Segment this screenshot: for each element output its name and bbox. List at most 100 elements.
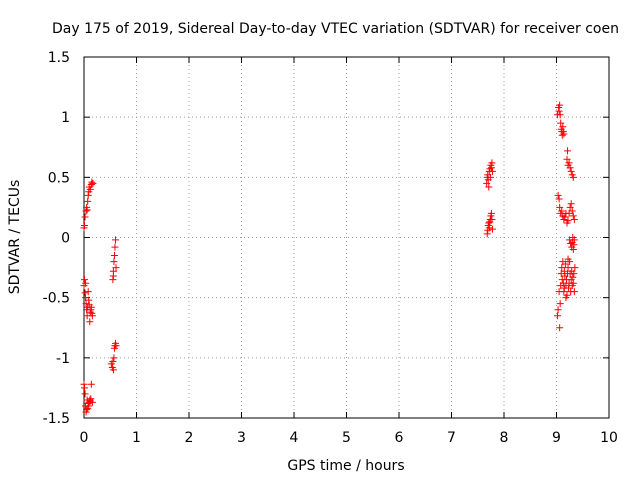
data-point: [567, 200, 575, 208]
grid-lines: [84, 57, 609, 418]
x-tick-label: 9: [552, 430, 561, 446]
data-point: [83, 406, 91, 414]
data-point: [81, 213, 89, 221]
data-point: [556, 300, 564, 308]
data-point: [562, 294, 570, 302]
data-point: [80, 380, 88, 388]
data-point: [561, 213, 569, 221]
data-point: [483, 230, 491, 238]
data-point: [84, 197, 92, 205]
x-tick-label: 0: [80, 430, 89, 446]
data-point: [488, 215, 496, 223]
data-point: [564, 147, 572, 155]
y-tick-label: 0: [61, 231, 70, 247]
data-point: [556, 324, 564, 332]
data-point: [81, 276, 89, 284]
data-point: [567, 167, 575, 175]
data-point: [569, 273, 577, 281]
data-point: [554, 191, 562, 199]
data-point: [84, 288, 92, 296]
chart-title: Day 175 of 2019, Sidereal Day-to-day VTE…: [52, 21, 619, 37]
data-point: [570, 215, 578, 223]
data-point: [86, 318, 94, 326]
data-point: [84, 191, 92, 199]
y-axis-label: SDTVAR / TECUs: [7, 180, 23, 295]
data-point: [566, 203, 574, 211]
data-point: [83, 206, 91, 214]
data-point: [570, 241, 578, 249]
x-tick-labels: 0 1 2 3 4 5 6 7 8 9 10: [80, 430, 618, 446]
data-point: [559, 123, 567, 131]
data-point: [566, 164, 574, 172]
data-point: [558, 264, 566, 272]
data-point: [87, 395, 95, 403]
y-tick-label: 1: [61, 110, 70, 126]
data-point: [485, 224, 493, 232]
data-point: [560, 288, 568, 296]
data-point: [568, 207, 576, 215]
x-tick-label: 5: [342, 430, 351, 446]
y-tick-label: -1.5: [43, 411, 70, 427]
data-series-sdtvar: [80, 101, 579, 416]
data-point: [557, 119, 565, 127]
data-point: [488, 159, 496, 167]
data-point: [487, 164, 495, 172]
data-point: [565, 159, 573, 167]
data-point: [109, 272, 117, 280]
data-point: [81, 221, 89, 229]
data-point: [556, 111, 564, 119]
y-tick-label: -1: [56, 351, 70, 367]
data-point: [561, 260, 569, 268]
data-point: [554, 306, 562, 314]
data-point: [555, 107, 563, 115]
x-tick-label: 10: [600, 430, 618, 446]
x-tick-label: 2: [185, 430, 194, 446]
data-point: [558, 207, 566, 215]
data-point: [564, 264, 572, 272]
data-point: [109, 357, 117, 365]
data-point: [488, 167, 496, 175]
data-point: [88, 178, 96, 186]
data-point: [87, 303, 95, 311]
y-tick-label: 0.5: [48, 170, 70, 186]
data-point: [485, 183, 493, 191]
x-tick-label: 6: [395, 430, 404, 446]
data-point: [85, 402, 93, 410]
data-point: [86, 185, 94, 193]
data-point: [88, 312, 96, 320]
data-point: [560, 130, 568, 138]
y-tick-label: -0.5: [43, 291, 70, 307]
data-point: [569, 212, 577, 220]
x-tick-label: 1: [132, 430, 141, 446]
axis-ticks: [83, 56, 610, 419]
data-point: [82, 207, 90, 215]
data-point: [483, 179, 491, 187]
data-point: [110, 258, 118, 266]
data-point: [88, 398, 96, 406]
data-point: [81, 384, 89, 392]
data-point: [558, 131, 566, 139]
data-point: [571, 264, 579, 272]
data-point: [567, 240, 575, 248]
data-point: [82, 279, 90, 287]
data-point: [87, 380, 95, 388]
data-point: [110, 252, 118, 260]
x-tick-label: 8: [500, 430, 509, 446]
data-point: [555, 195, 563, 203]
data-point: [554, 312, 562, 320]
x-tick-label: 7: [447, 430, 456, 446]
data-point: [563, 155, 571, 163]
y-tick-labels: -1.5 -1 -0.5 0 0.5 1 1.5: [43, 50, 70, 427]
x-axis-label: GPS time / hours: [287, 458, 404, 474]
data-point: [487, 209, 495, 217]
data-point: [570, 270, 578, 278]
x-tick-label: 3: [237, 430, 246, 446]
data-point: [569, 246, 577, 254]
data-point: [570, 236, 578, 244]
x-tick-label: 4: [290, 430, 299, 446]
data-point: [109, 276, 117, 284]
data-point: [112, 264, 120, 272]
data-point: [82, 300, 90, 308]
data-point: [560, 284, 568, 292]
